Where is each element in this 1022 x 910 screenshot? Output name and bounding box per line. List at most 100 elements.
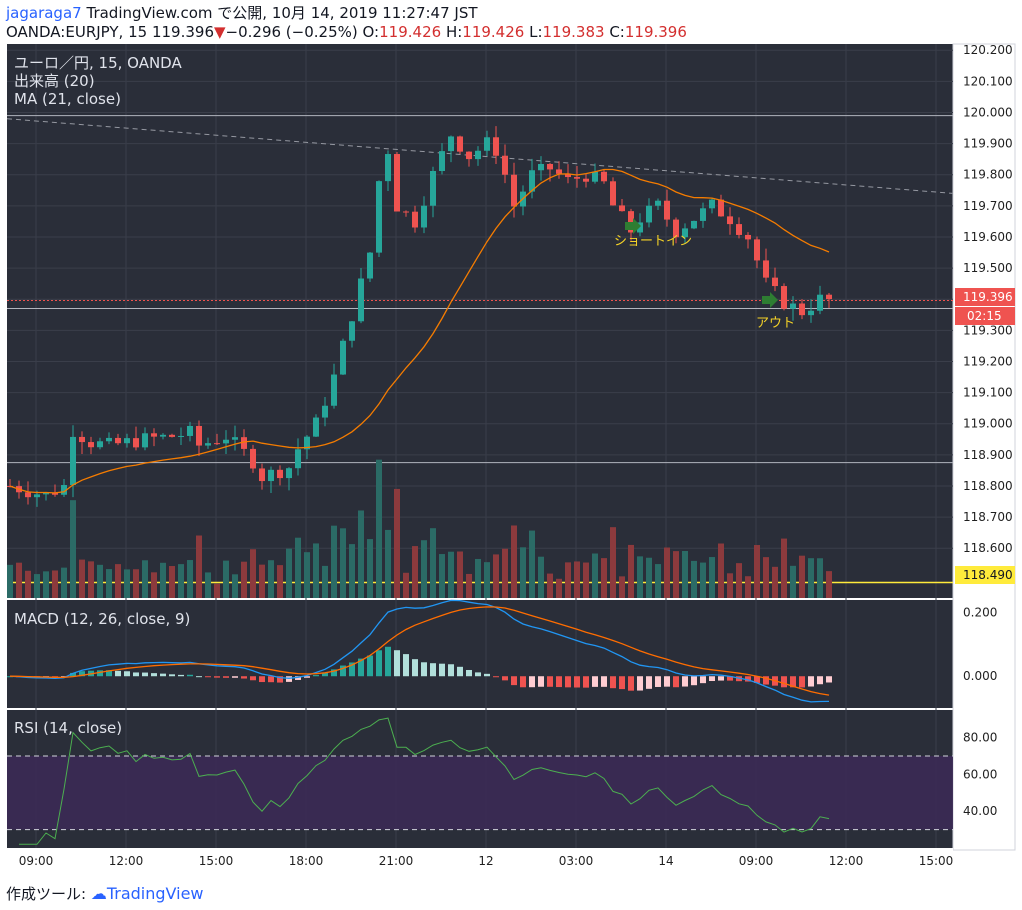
volume-bar — [601, 558, 607, 598]
tradingview-brand[interactable]: TradingView — [106, 884, 204, 903]
candle-body — [547, 163, 553, 170]
macd-line — [9, 599, 830, 703]
volume-bar — [187, 560, 193, 598]
countdown-bg — [955, 307, 1015, 325]
open-value: 119.426 — [379, 23, 442, 41]
volume-bar — [70, 500, 76, 598]
volume-bar — [592, 553, 598, 598]
macd-histogram-bar — [448, 664, 454, 677]
made-with-label: 作成ツール: — [6, 885, 87, 903]
volume-bar — [484, 562, 490, 598]
candle-body — [772, 277, 778, 287]
volume-bar — [43, 571, 49, 598]
tradingview-logo-icon[interactable]: ☁ — [90, 884, 107, 903]
macd-histogram-bar — [520, 676, 526, 688]
macd-histogram-bar — [619, 676, 625, 690]
rsi-tick-label: 80.00 — [963, 731, 997, 745]
volume-bar — [97, 564, 103, 598]
macd-histogram-bar — [196, 676, 202, 678]
macd-histogram-bar — [475, 672, 481, 677]
candle-body — [313, 417, 319, 437]
exit-arrow-icon — [762, 292, 778, 308]
time-tick-label: 15:00 — [919, 854, 954, 868]
macd-legend: MACD (12, 26, close, 9) — [14, 610, 190, 628]
macd-histogram-bar — [502, 676, 508, 681]
time-axis[interactable]: 09:00 12:00 15:00 18:00 21:00 12 03:00 14 09:00 1… — [7, 848, 953, 874]
candle-body — [133, 438, 139, 448]
volume-bar — [655, 564, 661, 598]
macd-indicator — [7, 599, 832, 703]
candle-body — [754, 239, 760, 261]
volume-bar — [610, 527, 616, 598]
chart-header: jagaraga7 TradingView.com で公開, 10月 14, 2… — [6, 4, 687, 42]
macd-histogram-bar — [457, 666, 463, 677]
candle-body — [664, 200, 670, 220]
macd-histogram-bar — [817, 676, 823, 685]
volume-bar — [196, 535, 202, 598]
volume-bar — [772, 566, 778, 598]
macd-histogram-bar — [232, 676, 238, 678]
volume-bar — [160, 562, 166, 598]
volume-bar — [826, 571, 832, 598]
candle-body — [340, 340, 346, 375]
macd-histogram-bar — [250, 676, 256, 681]
low-label: L: — [529, 23, 543, 41]
price-axis[interactable]: 120.200 120.100 120.000 119.900 119.800 119.7… — [963, 43, 1013, 818]
symbol-name: OANDA:EURJPY, 15 — [6, 23, 148, 41]
macd-histogram-bar — [592, 676, 598, 687]
volume-bar — [556, 578, 562, 598]
macd-histogram-bar — [421, 662, 427, 677]
candle-body — [160, 434, 166, 437]
price-tick-label: 119.800 — [963, 168, 1013, 182]
candle-body — [286, 468, 292, 479]
rsi-band — [7, 755, 953, 831]
exit-label: アウト — [756, 316, 795, 331]
volume-bar — [727, 573, 733, 598]
candle-body — [592, 171, 598, 182]
price-change: −0.296 (−0.25%) — [225, 23, 358, 41]
macd-histogram-bar — [709, 676, 715, 682]
volume-bar — [574, 561, 580, 598]
price-pane — [7, 44, 953, 598]
candle-body — [691, 220, 697, 229]
volume-bar — [529, 530, 535, 598]
axis-background — [952, 43, 1016, 851]
macd-histogram-bar — [205, 676, 211, 678]
macd-histogram-bar — [781, 676, 787, 688]
macd-histogram-bar — [358, 658, 364, 677]
current-price-text: 119.396 — [963, 290, 1013, 304]
time-tick-label: 21:00 — [379, 854, 414, 868]
time-tick-label: 12:00 — [109, 854, 144, 868]
ma-legend: MA (21, close) — [14, 90, 121, 108]
macd-histogram-bar — [484, 673, 490, 677]
author-link[interactable]: jagaraga7 — [6, 4, 82, 22]
candle-body — [124, 438, 130, 444]
candle-body — [430, 171, 436, 206]
macd-histogram-bar — [223, 676, 229, 678]
last-price: 119.396 — [151, 23, 214, 41]
volume-bar — [646, 557, 652, 598]
rsi-band-fill — [7, 756, 953, 830]
volume-bar — [52, 570, 58, 598]
candle-body — [808, 310, 814, 316]
moving-average — [9, 168, 830, 494]
macd-histogram-bar — [70, 672, 76, 677]
volume-bar — [367, 539, 373, 598]
macd-tick-label: 0.000 — [963, 669, 997, 683]
chart-canvas[interactable]: 120.200120.100120.000119.900119.800119.7… — [0, 0, 1022, 880]
volume-bar — [16, 562, 22, 598]
candle-body — [61, 485, 67, 495]
candle-body — [295, 449, 301, 469]
main-legend: ユーロ／円, 15, OANDA — [14, 54, 182, 72]
candle-body — [322, 405, 328, 418]
macd-histogram-bar — [349, 662, 355, 677]
price-tick-label: 118.700 — [963, 510, 1013, 524]
macd-histogram-bar — [187, 674, 193, 677]
macd-histogram-bar — [790, 676, 796, 688]
macd-histogram-bar — [808, 676, 814, 687]
candle-body — [502, 155, 508, 175]
macd-histogram-bar — [124, 671, 130, 677]
price-tick-label: 119.100 — [963, 386, 1013, 400]
volume-bar — [817, 558, 823, 598]
candle-body — [34, 494, 40, 498]
